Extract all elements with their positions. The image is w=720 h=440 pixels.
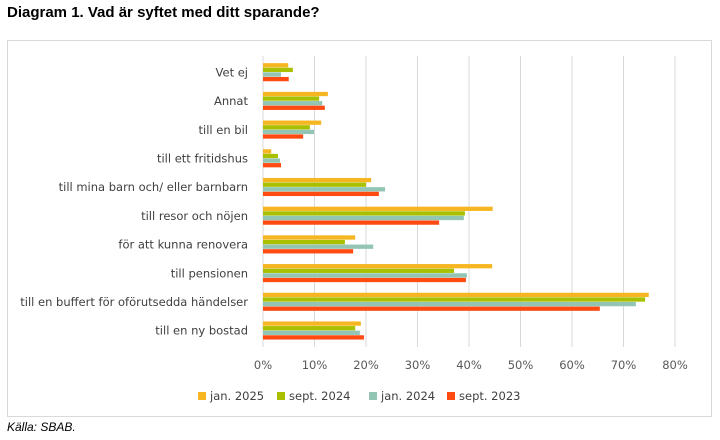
- legend: jan. 2025 sept. 2024 jan. 2024 sept. 2023: [198, 389, 520, 403]
- x-tick-label: 0%: [254, 358, 272, 372]
- bar: [263, 326, 356, 331]
- category-label: Vet ej: [216, 65, 248, 79]
- bar: [263, 249, 354, 254]
- x-tick-label: 80%: [662, 358, 688, 372]
- category-label: till en buffert för oförutsedda händelse…: [20, 295, 248, 309]
- bar: [263, 215, 464, 221]
- bar: [263, 120, 322, 125]
- legend-swatch: [369, 392, 377, 400]
- bar: [263, 149, 272, 154]
- bar: [263, 153, 278, 159]
- bar: [263, 76, 289, 82]
- bar: [263, 220, 440, 225]
- bar: [263, 177, 372, 183]
- legend-swatch: [447, 392, 455, 400]
- bar: [263, 306, 600, 311]
- bar: [263, 273, 467, 278]
- bar: [263, 101, 323, 106]
- bar: [263, 330, 360, 335]
- legend-label: jan. 2025: [209, 389, 264, 403]
- category-label: till mina barn och/ eller barnbarn: [59, 180, 248, 194]
- x-tick-label: 30%: [405, 358, 431, 372]
- bar: [263, 292, 649, 298]
- category-label: till en ny bostad: [155, 324, 248, 338]
- bar: [263, 72, 282, 77]
- category-labels: Vet ej Annat till en bil till ett fritidshu…: [20, 65, 248, 337]
- x-tick-label: 70%: [611, 358, 637, 372]
- bar: [263, 182, 366, 187]
- bar: [263, 96, 320, 101]
- bar: [263, 63, 289, 68]
- bar: [263, 244, 374, 249]
- x-axis-tick-labels: 0% 10% 20% 30% 40% 50% 60% 70% 80%: [254, 358, 688, 372]
- category-label: till pensionen: [171, 266, 248, 280]
- legend-swatch: [277, 392, 285, 400]
- bar: [263, 129, 314, 135]
- bar: [263, 239, 345, 245]
- bar: [263, 67, 293, 73]
- bar: [263, 297, 646, 302]
- bar: [263, 301, 636, 307]
- category-label: för att kunna renovera: [118, 238, 248, 252]
- bar: [263, 105, 325, 110]
- bar: [263, 235, 356, 240]
- bar: [263, 125, 310, 130]
- bar: [263, 264, 493, 269]
- x-tick-label: 50%: [508, 358, 534, 372]
- legend-label: sept. 2023: [459, 389, 520, 403]
- x-tick-label: 20%: [353, 358, 379, 372]
- legend-label: jan. 2024: [380, 389, 435, 403]
- source-note: Källa: SBAB.: [7, 420, 76, 434]
- bar: [263, 206, 493, 211]
- legend-label: sept. 2024: [289, 389, 350, 403]
- bar: [263, 187, 386, 192]
- category-label: till en bil: [199, 123, 248, 137]
- bar: [263, 191, 379, 197]
- bar: [263, 158, 280, 163]
- legend-swatch: [198, 392, 206, 400]
- category-label: till resor och nöjen: [141, 209, 248, 223]
- bar: [263, 321, 361, 326]
- bar: [263, 268, 455, 273]
- bars: [263, 63, 649, 340]
- bar: [263, 211, 465, 216]
- chart-title: Diagram 1. Vad är syftet med ditt sparan…: [7, 4, 320, 21]
- bar: [263, 134, 304, 139]
- bar: [263, 91, 328, 97]
- bar: [263, 335, 364, 340]
- chart-frame: [7, 40, 712, 417]
- category-label: till ett fritidshus: [157, 151, 248, 165]
- bar: [263, 163, 282, 168]
- x-tick-label: 60%: [559, 358, 585, 372]
- x-tick-label: 40%: [456, 358, 482, 372]
- category-label: Annat: [214, 94, 248, 108]
- bar: [263, 277, 466, 283]
- x-tick-label: 10%: [302, 358, 328, 372]
